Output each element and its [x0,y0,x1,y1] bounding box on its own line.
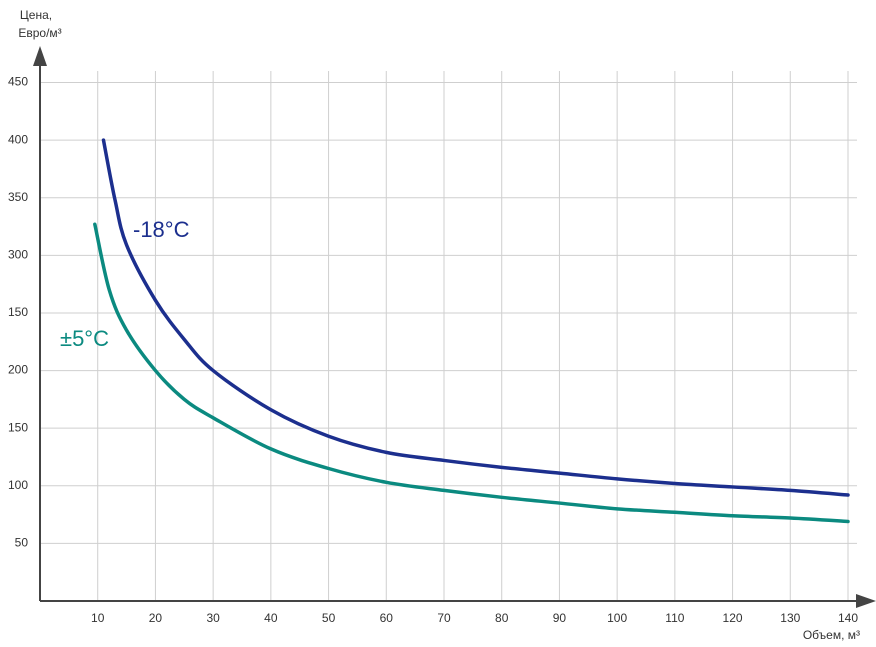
x-tick-label: 70 [437,611,451,625]
x-tick-label: 130 [780,611,800,625]
x-tick-label: 120 [723,611,743,625]
y-tick-label: 450 [8,75,28,89]
y-tick-label: 50 [15,536,29,550]
x-tick-label: 90 [553,611,567,625]
x-axis-title: Объем, м³ [803,628,860,642]
y-tick-label: 150 [8,420,28,434]
series-label: ±5°C [60,326,109,351]
y-tick-label: 400 [8,132,28,146]
y-tick-label: 150 [8,305,28,319]
y-tick-label: 200 [8,363,28,377]
x-tick-label: 40 [264,611,278,625]
x-tick-label: 30 [206,611,220,625]
x-tick-label: 10 [91,611,105,625]
series-label: -18°C [133,217,190,242]
x-tick-label: 100 [607,611,627,625]
y-tick-label: 300 [8,248,28,262]
x-tick-label: 20 [149,611,163,625]
x-tick-label: 140 [838,611,858,625]
x-axis-arrow [856,594,876,608]
y-axis-arrow [33,46,47,66]
x-tick-label: 80 [495,611,509,625]
y-tick-label: 350 [8,190,28,204]
x-tick-label: 60 [380,611,394,625]
y-tick-label: 100 [8,478,28,492]
line-series [93,222,850,524]
y-axis-title: Цена, [20,8,52,22]
x-tick-label: 110 [665,611,684,625]
line-series [101,138,850,497]
y-axis-title: Евро/м³ [18,26,61,40]
x-tick-label: 50 [322,611,336,625]
